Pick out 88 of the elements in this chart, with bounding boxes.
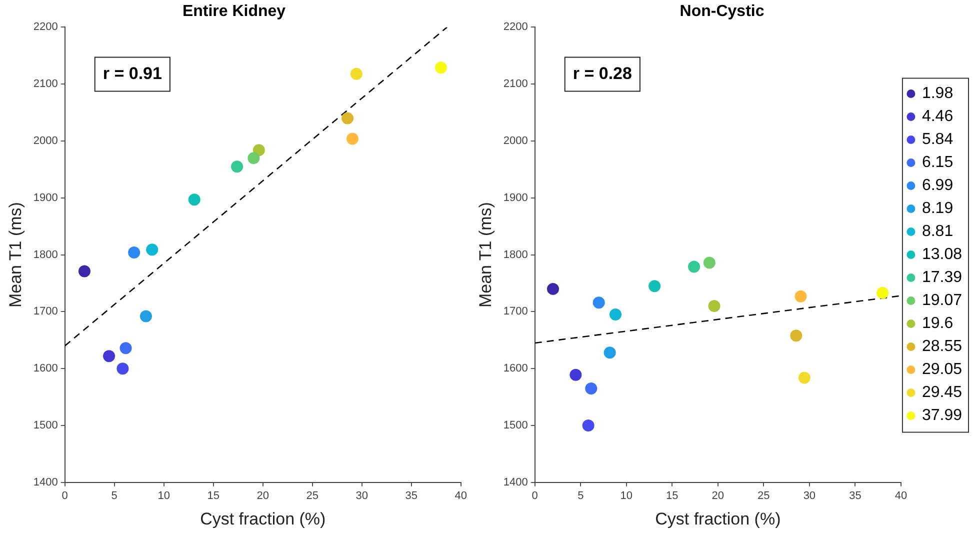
point xyxy=(703,256,716,269)
x-axis-title: Cyst fraction (%) xyxy=(655,509,781,528)
x-tick-label: 35 xyxy=(405,490,418,502)
y-tick-label: 1900 xyxy=(33,192,58,204)
point xyxy=(790,330,802,342)
point xyxy=(350,68,362,80)
point xyxy=(128,246,140,259)
point xyxy=(648,280,661,292)
x-tick-label: 40 xyxy=(454,490,468,502)
x-tick-label: 15 xyxy=(207,490,220,502)
point xyxy=(140,310,152,322)
point xyxy=(78,265,90,278)
x-tick-label: 5 xyxy=(111,490,118,502)
legend-label: 17.39 xyxy=(922,269,962,286)
x-tick-label: 20 xyxy=(256,490,269,502)
point xyxy=(116,362,129,375)
annotation: r = 0.91 xyxy=(102,64,162,83)
point xyxy=(231,160,244,173)
y-tick-label: 1700 xyxy=(33,306,58,318)
point xyxy=(546,282,559,295)
y-tick-label: 2200 xyxy=(503,21,528,34)
point xyxy=(876,286,889,299)
x-tick-label: 10 xyxy=(158,490,170,502)
x-tick-label: 30 xyxy=(356,490,368,502)
legend-label: 29.45 xyxy=(922,384,962,402)
x-tick-label: 0 xyxy=(532,490,538,502)
point xyxy=(120,342,132,354)
legend-label: 37.99 xyxy=(922,407,962,424)
x-tick-label: 5 xyxy=(578,490,584,502)
point xyxy=(610,308,622,321)
point xyxy=(798,372,810,384)
legend-label: 1.98 xyxy=(922,85,954,102)
x-axis-title: Cyst fraction (%) xyxy=(200,509,326,528)
x-tick-label: 30 xyxy=(803,490,816,502)
y-tick-label: 1600 xyxy=(503,362,528,375)
y-tick-label: 1800 xyxy=(503,248,528,261)
x-tick-label: 25 xyxy=(758,490,770,502)
point xyxy=(434,62,447,74)
point xyxy=(592,296,605,309)
point xyxy=(688,260,700,273)
x-tick-label: 15 xyxy=(666,490,678,502)
legend-label: 6.15 xyxy=(922,154,954,172)
point xyxy=(708,300,720,312)
point xyxy=(346,132,358,145)
point xyxy=(794,290,807,302)
legend-label: 6.99 xyxy=(922,177,954,194)
y-tick-label: 2000 xyxy=(33,135,58,148)
x-tick-label: 25 xyxy=(306,490,319,502)
y-tick-label: 2000 xyxy=(503,135,528,148)
y-tick-label: 1900 xyxy=(503,192,528,204)
x-tick-label: 20 xyxy=(712,490,724,502)
legend-label: 19.07 xyxy=(922,292,962,310)
legend-label: 13.08 xyxy=(922,246,962,264)
point xyxy=(248,152,260,164)
y-tick-label: 1700 xyxy=(503,306,528,318)
x-tick-label: 40 xyxy=(894,490,908,502)
y-axis-title: Mean T1 (ms) xyxy=(476,202,495,308)
legend-label: 29.05 xyxy=(922,361,962,378)
y-tick-label: 1500 xyxy=(503,420,528,432)
point xyxy=(585,382,598,395)
x-tick-label: 0 xyxy=(62,490,68,502)
point xyxy=(103,350,116,362)
y-tick-label: 2200 xyxy=(33,21,58,34)
y-axis-title: Mean T1 (ms) xyxy=(6,202,25,308)
chart-title: Non-Cystic xyxy=(680,3,764,20)
x-tick-label: 10 xyxy=(620,490,633,502)
point xyxy=(582,420,594,432)
point xyxy=(604,346,616,359)
point xyxy=(146,244,158,256)
y-tick-label: 1500 xyxy=(33,420,58,432)
legend-label: 28.55 xyxy=(922,338,962,356)
chart-title: Entire Kidney xyxy=(182,3,286,20)
legend-label: 8.81 xyxy=(922,223,954,240)
point xyxy=(570,368,582,381)
legend-label: 4.46 xyxy=(922,108,954,126)
y-tick-label: 1600 xyxy=(33,362,58,375)
legend-label: 8.19 xyxy=(922,200,954,218)
y-tick-label: 2100 xyxy=(33,78,58,90)
y-tick-label: 2100 xyxy=(503,78,528,90)
y-tick-label: 1800 xyxy=(33,248,58,261)
annotation: r = 0.28 xyxy=(572,64,632,83)
legend-label: 19.6 xyxy=(922,315,954,332)
y-tick-label: 1400 xyxy=(503,476,528,488)
legend-label: 5.84 xyxy=(922,131,954,148)
point xyxy=(342,112,354,124)
point xyxy=(188,194,200,206)
y-tick-label: 1400 xyxy=(33,476,58,488)
x-tick-label: 35 xyxy=(849,490,862,502)
